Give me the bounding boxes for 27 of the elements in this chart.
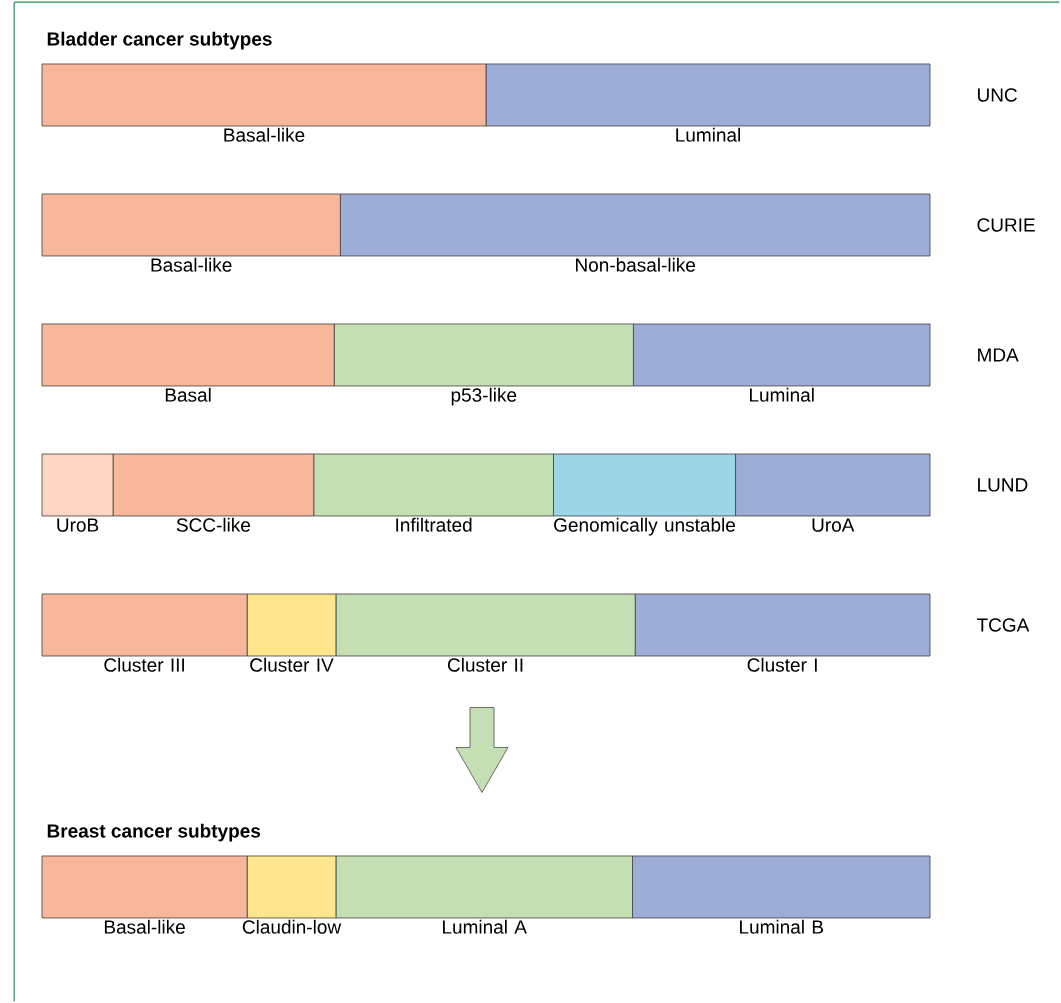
series-label: Cluster IV (250, 657, 334, 672)
series-label: Basal (165, 387, 211, 402)
series-label: SCC-like (176, 517, 251, 532)
series-label: UroB (57, 518, 99, 532)
series-label: Claudin-low (242, 919, 342, 934)
series-label: Basal-like (104, 919, 185, 934)
series-label: Basal-like (151, 257, 232, 272)
series-label: Cluster I (747, 657, 817, 672)
y-tick-label: CURIE (977, 218, 1035, 232)
y-tick-label: LUND (978, 478, 1028, 492)
series-label: p53-like (451, 387, 517, 406)
series-label: UroA (812, 518, 855, 532)
y-tick-label: MDA (978, 348, 1019, 362)
series-label: Luminal (749, 387, 814, 402)
y-tick-label: TCGA (976, 618, 1030, 632)
series-label: Cluster III (104, 657, 184, 672)
chart-title: Bladder cancer subtypes (47, 31, 272, 50)
series-label: Cluster II (447, 657, 523, 672)
series-label: Basal-like (224, 127, 305, 142)
series-label: Luminal A (443, 919, 527, 934)
series-label: Genomically unstable (554, 517, 735, 536)
chart-title: Breast cancer subtypes (47, 823, 261, 842)
series-label: Luminal (676, 127, 740, 142)
series-label: Non-basal-like (576, 257, 696, 272)
series-label: Infiltrated (396, 517, 472, 532)
series-label: Luminal B (740, 919, 823, 934)
y-tick-label: UNC (978, 88, 1017, 102)
